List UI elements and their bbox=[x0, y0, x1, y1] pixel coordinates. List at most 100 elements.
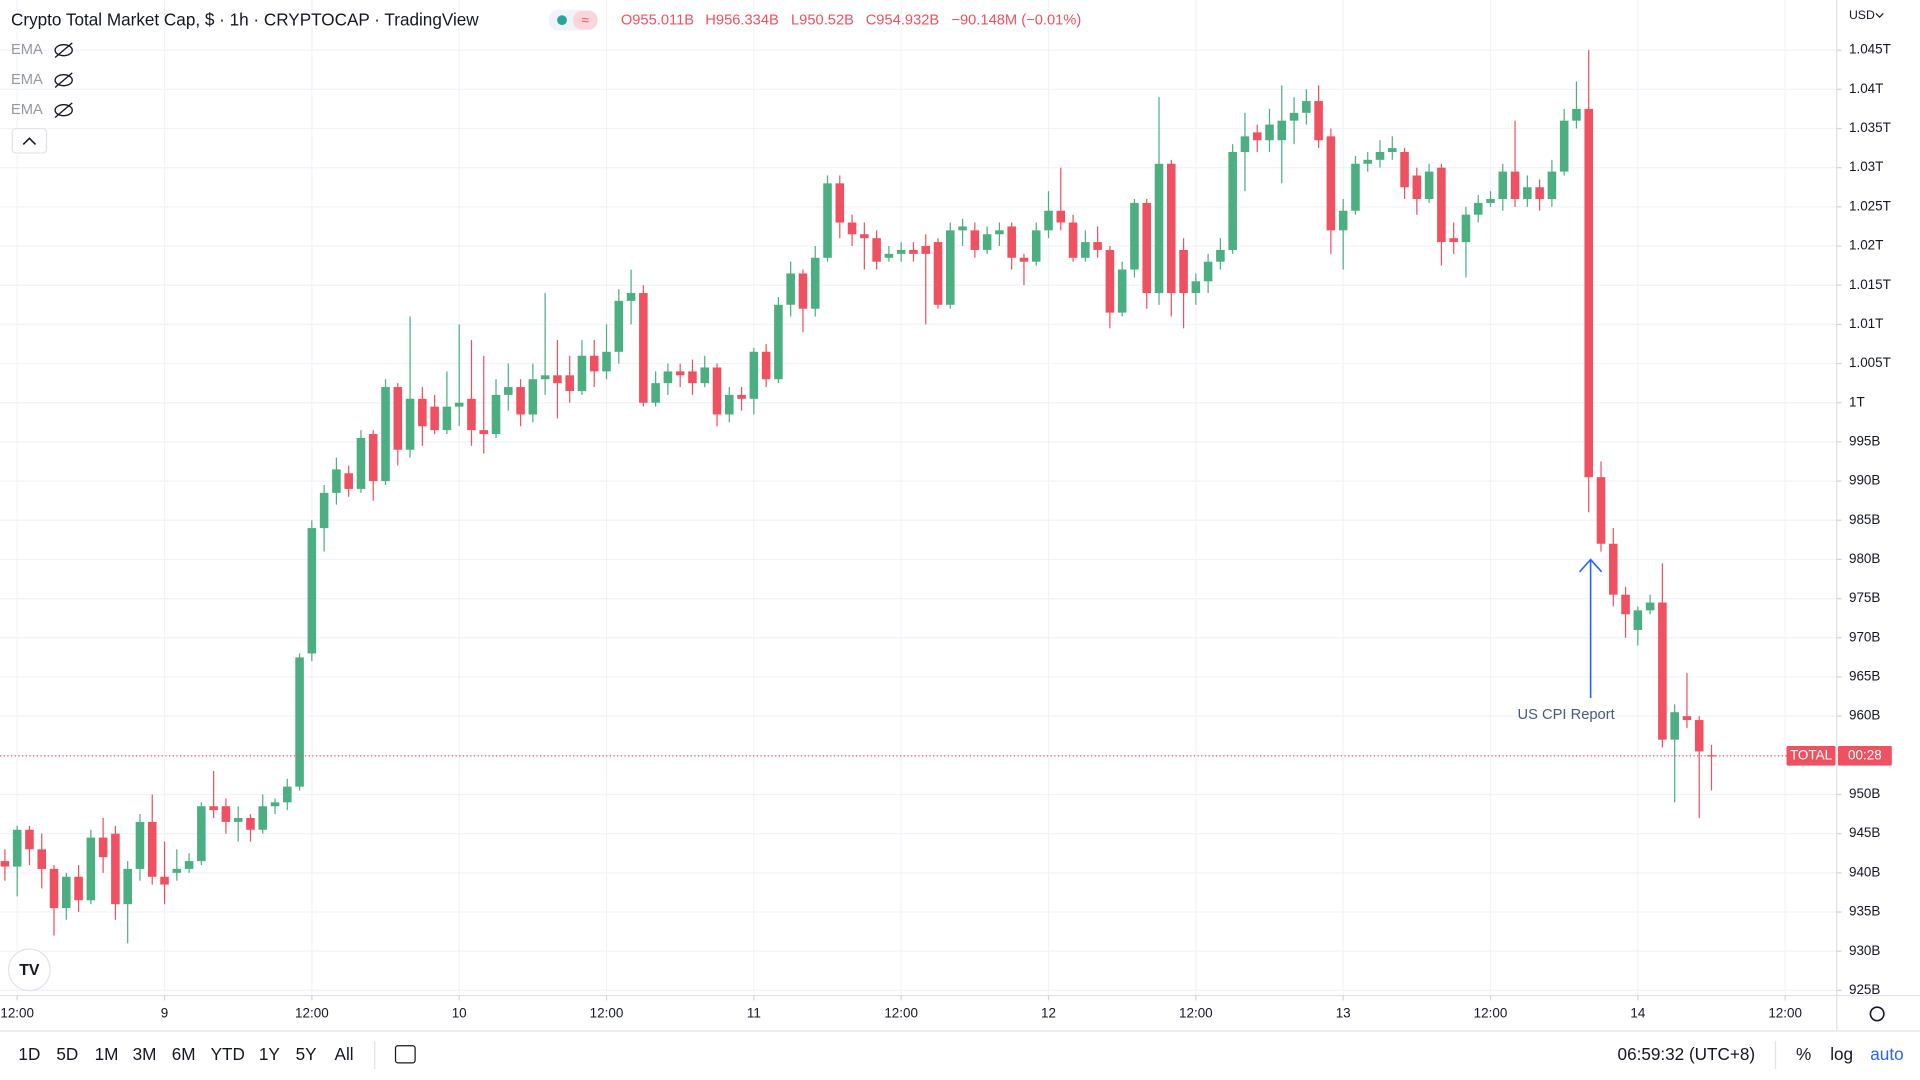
candle-body bbox=[307, 528, 317, 654]
ohlc-open: O955.011B bbox=[621, 13, 694, 29]
candle-body bbox=[1461, 214, 1471, 243]
candle-body bbox=[602, 351, 611, 372]
candle-body bbox=[688, 371, 697, 384]
candle-body bbox=[1289, 112, 1299, 121]
y-tick-label: 995B bbox=[1849, 433, 1880, 448]
candle-body bbox=[970, 230, 980, 250]
candle-body bbox=[1633, 610, 1643, 630]
candle-body bbox=[356, 437, 366, 489]
y-tick-label: 940B bbox=[1849, 864, 1880, 879]
candle-body bbox=[626, 293, 636, 301]
candle-body bbox=[233, 817, 243, 822]
candle-body bbox=[516, 387, 525, 415]
candle-body bbox=[442, 406, 452, 431]
y-tick-label: 1.015T bbox=[1849, 277, 1891, 292]
range-button[interactable]: 6M bbox=[172, 1044, 196, 1064]
candle-body bbox=[1314, 101, 1323, 141]
hidden-eye-icon[interactable] bbox=[54, 104, 73, 117]
candle-body bbox=[1510, 171, 1520, 200]
candle-body bbox=[589, 355, 599, 372]
candle-body bbox=[847, 222, 857, 235]
candle-body bbox=[921, 246, 931, 254]
candle-body bbox=[1596, 477, 1606, 544]
candle-body bbox=[553, 375, 562, 384]
currency-caret bbox=[1875, 13, 1884, 19]
y-tick-label: 1.02T bbox=[1849, 238, 1883, 253]
range-button[interactable]: 3M bbox=[133, 1044, 157, 1064]
candle-body bbox=[1412, 175, 1422, 200]
range-button[interactable]: All bbox=[335, 1044, 354, 1064]
candle-body bbox=[1572, 108, 1581, 121]
y-tick-label: 960B bbox=[1849, 708, 1880, 723]
x-tick-label: 12:00 bbox=[590, 1005, 624, 1020]
range-button[interactable]: YTD bbox=[211, 1044, 245, 1064]
candle-body bbox=[135, 821, 145, 869]
candle-body bbox=[1535, 187, 1544, 200]
candle-body bbox=[1167, 163, 1176, 294]
candle-body bbox=[1375, 152, 1385, 160]
candle-body bbox=[528, 379, 538, 415]
x-tick-label: 10 bbox=[452, 1005, 467, 1020]
y-tick-label: 985B bbox=[1849, 512, 1880, 527]
hidden-eye-icon[interactable] bbox=[54, 74, 73, 87]
candle-body bbox=[958, 226, 967, 231]
candle-body bbox=[1019, 257, 1029, 262]
candle-body bbox=[1117, 269, 1127, 313]
candle-body bbox=[1252, 132, 1262, 141]
candle-body bbox=[1498, 171, 1508, 200]
scale-option[interactable]: auto bbox=[1870, 1044, 1903, 1064]
countdown-label: 00:28 bbox=[1848, 747, 1882, 762]
y-tick-label: 925B bbox=[1849, 982, 1880, 997]
currency-label[interactable]: USD bbox=[1849, 8, 1875, 22]
candle-body bbox=[160, 876, 169, 885]
candle-body bbox=[1387, 148, 1397, 153]
candle-body bbox=[172, 868, 182, 873]
candle-body bbox=[712, 367, 722, 415]
collapse-button[interactable] bbox=[11, 127, 48, 154]
y-tick-label: 1.025T bbox=[1849, 198, 1891, 213]
range-button[interactable]: 5Y bbox=[296, 1044, 318, 1064]
scale-option[interactable]: % bbox=[1796, 1044, 1811, 1064]
candle-body bbox=[430, 406, 439, 431]
x-tick-label: 12:00 bbox=[1179, 1005, 1213, 1020]
candle-body bbox=[1523, 187, 1532, 200]
candle-body bbox=[1142, 202, 1152, 294]
candle-body bbox=[663, 371, 673, 384]
scale-option[interactable]: log bbox=[1830, 1044, 1853, 1064]
hidden-eye-icon[interactable] bbox=[54, 44, 73, 57]
x-tick-label: 12:00 bbox=[1474, 1005, 1508, 1020]
candle-body bbox=[1645, 602, 1655, 611]
candle-body bbox=[946, 230, 955, 305]
clock: 06:59:32 (UTC+8) bbox=[1618, 1044, 1756, 1064]
candle-body bbox=[12, 829, 22, 867]
candle-body bbox=[0, 861, 10, 867]
candles bbox=[0, 50, 1837, 944]
y-tick-label: 990B bbox=[1849, 473, 1880, 488]
x-tick-label: 12:00 bbox=[884, 1005, 918, 1020]
range-button[interactable]: 1D bbox=[18, 1044, 40, 1064]
status-icon: ≈ bbox=[582, 12, 590, 27]
candle-body bbox=[860, 234, 869, 239]
range-button[interactable]: 5D bbox=[56, 1044, 78, 1064]
candle-body bbox=[1093, 242, 1102, 250]
x-tick-label: 12:00 bbox=[295, 1005, 329, 1020]
collapse-icon bbox=[22, 137, 37, 146]
candle-body bbox=[393, 387, 403, 450]
settings-icon[interactable] bbox=[1869, 1006, 1885, 1022]
grid bbox=[0, 0, 1837, 995]
candle-body bbox=[1437, 167, 1446, 243]
candle-body bbox=[454, 402, 464, 407]
candle-body bbox=[1682, 716, 1692, 721]
range-button[interactable]: 1M bbox=[95, 1044, 119, 1064]
candle-body bbox=[1302, 101, 1311, 113]
date-range-icon[interactable] bbox=[394, 1045, 416, 1064]
ohlc-change: −90.148M (−0.01%) bbox=[951, 13, 1081, 29]
candle-body bbox=[123, 868, 132, 905]
range-button[interactable]: 1Y bbox=[259, 1044, 281, 1064]
candle-body bbox=[639, 293, 648, 403]
candle-body bbox=[319, 492, 329, 529]
candle-body bbox=[1584, 108, 1594, 478]
y-tick-label: 980B bbox=[1849, 551, 1880, 566]
candle-body bbox=[1338, 210, 1348, 231]
candle-body bbox=[246, 817, 255, 830]
